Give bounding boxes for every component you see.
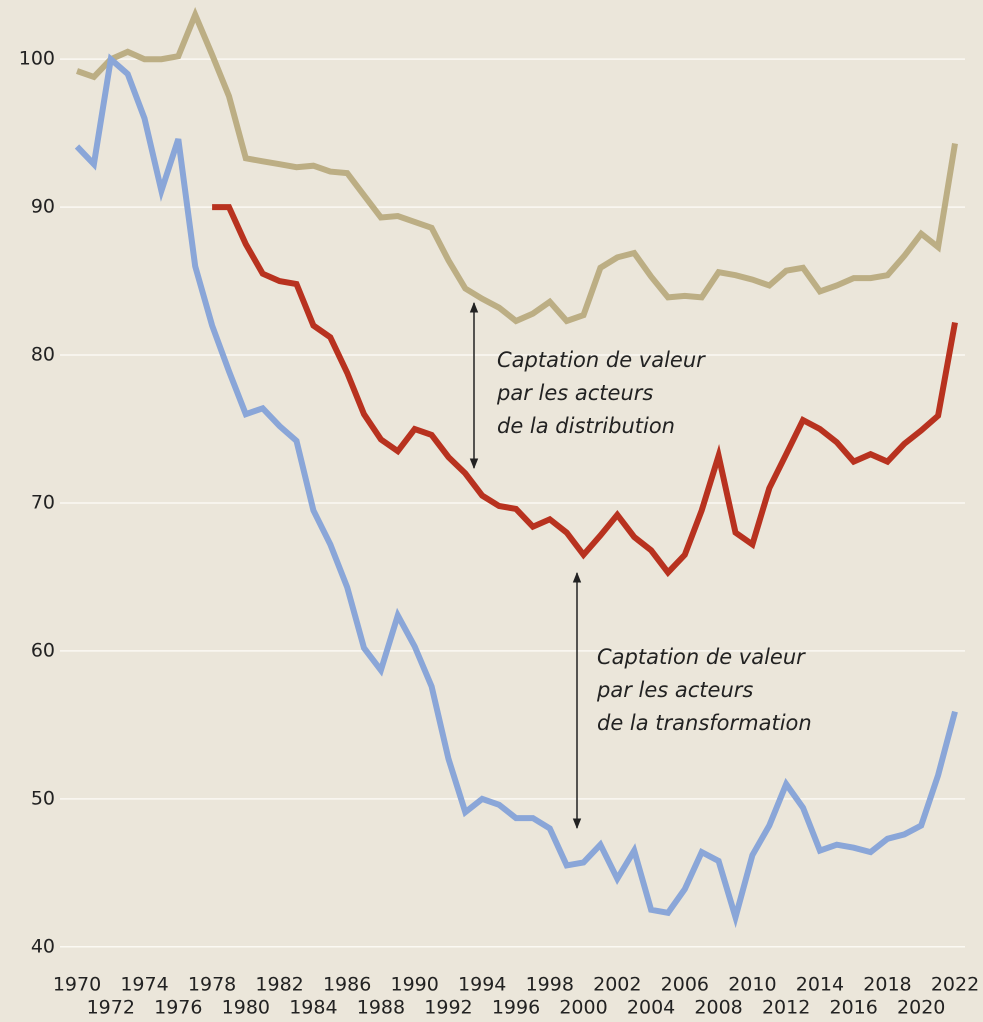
x-tick-label: 1982 <box>255 974 303 996</box>
x-tick-label: 1994 <box>458 974 506 996</box>
x-tick-label: 2014 <box>796 974 844 996</box>
y-tick-label: 80 <box>31 344 55 366</box>
annotation-line: par les acteurs <box>496 381 653 405</box>
x-tick-label: 2006 <box>661 974 709 996</box>
annotation-line: par les acteurs <box>596 678 753 702</box>
y-tick-label: 40 <box>31 935 55 957</box>
y-tick-label: 70 <box>31 491 55 513</box>
x-tick-label: 2002 <box>593 974 641 996</box>
y-tick-label: 90 <box>31 196 55 218</box>
x-tick-label: 2008 <box>694 997 742 1019</box>
x-tick-label: 1992 <box>424 997 472 1019</box>
lines <box>74 6 958 929</box>
data-line <box>76 6 958 325</box>
annotation-line: Captation de valeur <box>497 348 706 372</box>
x-tick-label: 2010 <box>728 974 776 996</box>
x-tick-label: 2000 <box>559 997 607 1019</box>
annotation: Captation de valeur par les acteurs de l… <box>496 348 711 438</box>
x-tick-label: 1974 <box>120 974 168 996</box>
x-tick-label: 2012 <box>762 997 810 1019</box>
annotation-line: Captation de valeur <box>597 645 806 669</box>
x-tick-label: 1986 <box>323 974 371 996</box>
x-tick-label: 1998 <box>526 974 574 996</box>
x-tick-label: 1976 <box>154 997 202 1019</box>
y-tick-label: 60 <box>31 639 55 661</box>
x-tick-label: 1984 <box>289 997 337 1019</box>
y-tick-label: 100 <box>19 48 55 70</box>
x-tick-label: 1988 <box>357 997 405 1019</box>
annotation: Captation de valeur par les acteurs de l… <box>596 645 812 735</box>
annotation-line: de la transformation <box>597 711 812 735</box>
x-tick-label: 1996 <box>492 997 540 1019</box>
x-tick-label: 1970 <box>53 974 101 996</box>
x-tick-label: 1978 <box>188 974 236 996</box>
x-tick-label: 1990 <box>391 974 439 996</box>
x-tick-label: 2022 <box>931 974 979 996</box>
x-tick-label: 1972 <box>87 997 135 1019</box>
x-tick-label: 2020 <box>897 997 945 1019</box>
x-tick-label: 2018 <box>863 974 911 996</box>
annotation-line: de la distribution <box>497 414 675 438</box>
data-line <box>212 204 958 578</box>
x-tick-label: 2016 <box>830 997 878 1019</box>
y-tick-label: 50 <box>31 787 55 809</box>
data-line <box>74 53 958 929</box>
x-tick-label: 2004 <box>627 997 675 1019</box>
x-tick-label: 1980 <box>222 997 270 1019</box>
